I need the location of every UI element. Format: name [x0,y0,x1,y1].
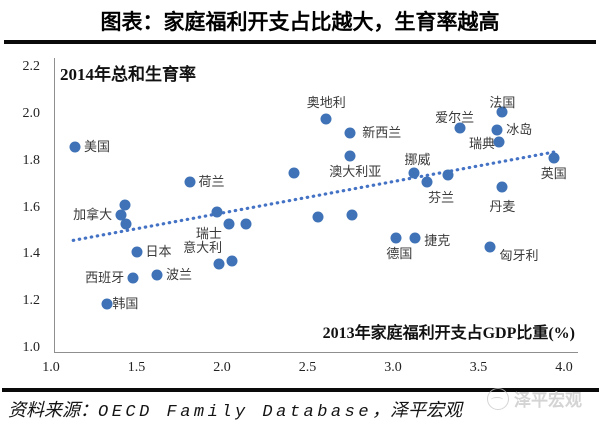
y-tick-label: 1.0 [22,340,41,355]
scatter-dot [390,232,402,244]
country-label: 加拿大 [73,206,113,222]
scatter-dot [409,232,421,244]
scatter-dot [442,169,454,181]
scatter-dot [288,167,300,178]
y-tick-label: 1.2 [22,293,41,309]
scatter-dot [548,152,560,164]
country-label: 日本 [145,244,172,260]
scatter-dot [484,241,496,253]
source-latin: OECD Family Database [98,403,373,422]
scatter-dot [223,218,235,230]
footer-divider [2,388,599,392]
country-label: 瑞典 [469,136,496,152]
scatter-dot [101,298,113,310]
scatter-dot [213,258,225,270]
scatter-dot [496,181,508,193]
zeping-logo-icon [487,387,509,410]
scatter-dot [131,246,142,258]
x-tick-label: 2.0 [213,360,231,375]
scatter-dot [491,124,503,136]
country-label: 美国 [83,138,110,154]
country-label: 奥地利 [306,94,346,110]
scatter-dot [184,176,195,188]
country-label: 新西兰 [362,124,402,140]
x-tick-label: 4.0 [555,360,573,375]
country-label: 西班牙 [85,269,125,285]
y-tick-label: 1.8 [22,152,41,168]
scatter-dot [496,106,508,118]
source-suffix: ，泽平宏观 [372,400,463,420]
country-label: 瑞士 [195,226,222,242]
scatter-dot [69,141,81,153]
scatter-dot [344,127,356,139]
scatter-dot [127,272,139,284]
scatter-dot [346,209,358,221]
scatter-dot [120,218,132,230]
country-label: 捷克 [424,233,451,249]
country-label: 匈牙利 [499,248,539,264]
scatter-dot [151,269,163,281]
y-tick-label: 2.0 [22,106,41,121]
y-axis-line [54,58,55,352]
country-label: 意大利 [183,239,223,255]
scatter-dot [119,199,131,211]
source-text: 资料来源：OECD Family Database，泽平宏观 [8,396,462,422]
x-tick-label: 3.5 [469,360,488,375]
country-label: 冰岛 [506,122,533,138]
country-label: 丹麦 [489,198,516,214]
scatter-dot [115,209,127,221]
x-tick-label: 3.0 [384,360,402,375]
y-axis-title: 2014年总和生育率 [60,65,196,84]
country-label: 德国 [386,246,413,262]
scatter-dot [312,211,324,223]
page-title: 图表：家庭福利开支占比越大，生育率越高 [100,10,500,34]
country-label: 芬兰 [428,189,455,205]
scatter-dot [211,206,223,218]
source-prefix: 资料来源： [8,400,98,420]
x-tick-label: 1.0 [42,360,60,375]
country-label: 法国 [489,94,516,110]
country-label: 荷兰 [198,173,225,189]
x-tick-label: 2.5 [298,360,317,375]
country-label: 英国 [540,166,567,182]
scatter-dot [226,255,238,267]
y-tick-label: 1.4 [22,246,41,262]
country-label: 爱尔兰 [435,110,475,126]
x-axis-title: 2013年家庭福利开支占GDP比重(%) [322,325,575,342]
country-label: 澳大利亚 [329,164,382,180]
watermark: 泽平宏观 [487,386,582,411]
scatter-dot [240,218,252,230]
country-label: 波兰 [166,267,193,283]
watermark-text: 泽平宏观 [514,391,582,410]
scatter-dot [493,136,505,148]
x-tick-label: 1.5 [127,360,146,375]
y-tick-label: 1.6 [22,199,41,215]
scatter-dot [344,150,356,162]
scatter-dot [408,167,420,178]
title-divider [4,40,596,44]
country-label: 挪威 [404,151,431,167]
scatter-dot [320,113,332,125]
scatter-dot [421,176,433,188]
y-tick-label: 2.2 [22,59,41,75]
country-label: 韩国 [112,295,139,311]
scatter-dot [454,122,466,134]
x-axis-line [54,352,578,353]
